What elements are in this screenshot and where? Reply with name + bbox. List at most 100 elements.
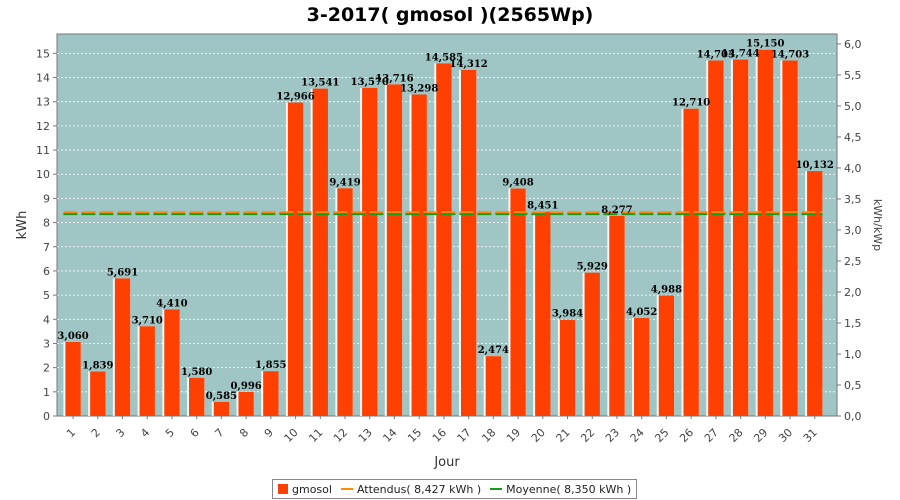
bar (708, 60, 724, 417)
data-label: 4,052 (626, 307, 657, 318)
legend-item-gmosol: gmosol (278, 483, 332, 496)
data-label: 0,996 (230, 381, 261, 392)
data-label: 14,744 (721, 49, 759, 60)
y2-tick-label: 0,5 (844, 379, 862, 392)
chart-title: 3-2017( gmosol )(2565Wp) (306, 4, 594, 26)
bar (732, 59, 749, 417)
bar (139, 326, 155, 416)
y-tick-label: 1 (43, 386, 50, 399)
bar (337, 188, 353, 416)
legend-item-moyenne: Moyenne( 8,350 kWh ) (490, 483, 631, 496)
y2-tick-label: 5,5 (844, 69, 862, 82)
bar (312, 88, 328, 416)
x-tick-label: 25 (652, 426, 671, 445)
y2-tick-label: 3,0 (844, 224, 862, 237)
bar (510, 188, 526, 416)
data-label: 8,277 (601, 205, 632, 216)
x-tick-label: 28 (727, 426, 746, 445)
y-tick-label: 5 (43, 289, 50, 302)
data-label: 3,060 (57, 331, 88, 342)
data-label: 9,408 (502, 178, 533, 189)
bar (189, 377, 205, 416)
y2-tick-label: 4,0 (844, 162, 862, 175)
x-tick-label: 30 (776, 426, 795, 445)
x-axis-label: Jour (433, 455, 460, 470)
x-tick-label: 27 (702, 426, 721, 445)
x-tick-label: 16 (430, 426, 449, 445)
y-tick-label: 0 (43, 410, 50, 423)
y-tick-label: 9 (43, 192, 50, 205)
x-tick-label: 31 (801, 426, 820, 445)
y-tick-label: 10 (36, 168, 50, 181)
data-label: 10,132 (796, 160, 834, 171)
x-tick-label: 7 (212, 426, 226, 440)
bar (782, 60, 798, 417)
x-tick-label: 3 (113, 426, 127, 440)
data-label: 4,410 (156, 298, 187, 309)
data-label: 14,703 (697, 50, 735, 61)
legend-swatch-attendus (340, 488, 353, 490)
legend-label-moyenne: Moyenne( 8,350 kWh ) (506, 482, 632, 496)
legend-item-attendus: Attendus( 8,427 kWh ) (340, 482, 482, 496)
y-axis-label: kWh (15, 211, 30, 240)
x-tick-label: 24 (628, 426, 647, 445)
data-label: 1,580 (181, 367, 212, 378)
bar (757, 49, 773, 417)
bar (535, 211, 551, 416)
y-tick-label: 14 (36, 72, 50, 85)
bar (485, 356, 502, 416)
x-tick-label: 4 (138, 426, 152, 440)
y-tick-label: 3 (43, 337, 50, 350)
bar (559, 319, 576, 416)
data-label: 13,541 (301, 78, 339, 89)
x-tick-label: 12 (331, 426, 350, 445)
x-tick-label: 23 (603, 426, 622, 445)
data-label: 3,984 (552, 309, 583, 320)
y-tick-label: 13 (36, 96, 50, 109)
data-label: 14,585 (425, 52, 463, 63)
x-tick-label: 8 (237, 426, 251, 440)
y2-tick-label: 0,0 (844, 410, 862, 423)
legend-label-attendus: Attendus( 8,427 kWh ) (356, 482, 482, 496)
bar (436, 63, 452, 417)
bar-chart: 01234567891011121314150,00,51,01,52,02,5… (15, 33, 884, 470)
bar (287, 102, 304, 417)
data-label: 14,312 (449, 59, 487, 70)
data-label: 5,929 (577, 262, 608, 273)
x-tick-label: 11 (306, 426, 325, 445)
data-label: 3,710 (132, 315, 163, 326)
bar (114, 278, 131, 416)
data-label: 1,855 (255, 360, 286, 371)
data-label: 5,691 (107, 267, 138, 278)
y-tick-label: 7 (43, 241, 50, 254)
x-tick-label: 1 (64, 426, 78, 440)
bar (263, 371, 279, 416)
x-tick-label: 17 (455, 426, 474, 445)
x-tick-label: 26 (677, 426, 696, 445)
legend-swatch-gmosol (278, 484, 288, 494)
x-tick-label: 18 (479, 426, 498, 445)
y-tick-label: 4 (43, 313, 50, 326)
legend: gmosol Attendus( 8,427 kWh ) Moyenne( 8,… (272, 479, 638, 499)
y2-tick-label: 5,0 (844, 100, 862, 113)
x-tick-label: 6 (188, 426, 202, 440)
y2-tick-label: 2,0 (844, 286, 862, 299)
data-label: 12,966 (276, 92, 314, 103)
data-label: 0,585 (206, 391, 237, 402)
bar (362, 87, 378, 416)
bar (609, 215, 625, 416)
data-label: 2,474 (478, 345, 509, 356)
x-tick-label: 21 (554, 426, 573, 445)
bar (807, 171, 823, 416)
x-tick-label: 10 (282, 426, 301, 445)
bar (386, 84, 403, 416)
data-label: 15,150 (746, 39, 784, 50)
bar (164, 309, 180, 416)
legend-label-gmosol: gmosol (292, 482, 332, 496)
bar (683, 108, 699, 417)
y-tick-label: 6 (43, 265, 50, 278)
x-tick-label: 2 (89, 426, 103, 440)
data-label: 13,570 (351, 77, 389, 88)
y2-axis-label: kWh/kWp (871, 199, 884, 251)
y2-tick-label: 1,0 (844, 348, 862, 361)
